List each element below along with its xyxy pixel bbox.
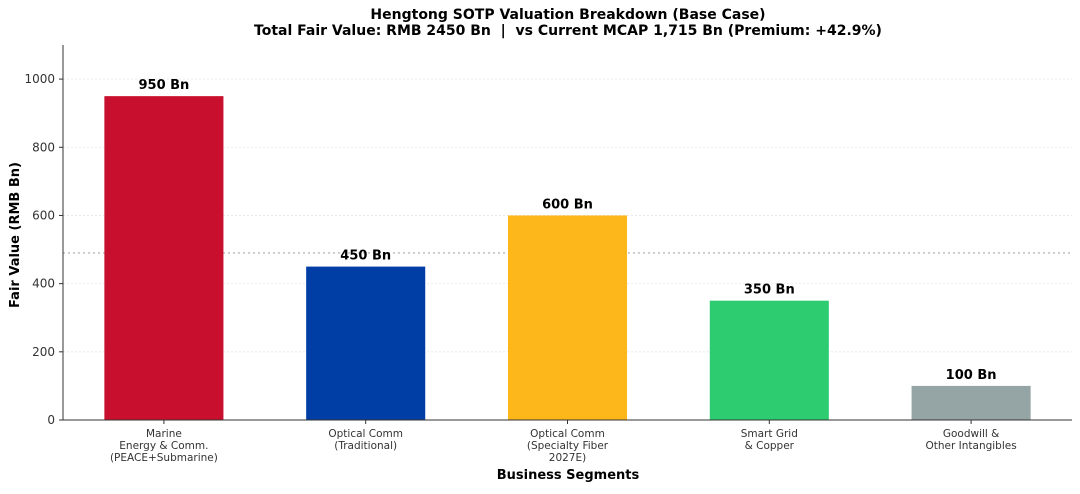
x-tick-label: Marine Energy & Comm. (PEACE+Submarine): [110, 428, 218, 464]
x-axis-ticks: Marine Energy & Comm. (PEACE+Submarine) Opt…: [110, 420, 1017, 464]
bars: [104, 96, 1031, 421]
chart-title: Hengtong SOTP Valuation Breakdown (Base …: [370, 7, 765, 23]
y-tick-label: 200: [32, 345, 55, 359]
data-label: 950 Bn: [138, 78, 189, 93]
bar: [507, 215, 628, 420]
bar: [306, 266, 426, 420]
x-axis-label: Business Segments: [497, 468, 640, 483]
y-axis-label: Fair Value (RMB Bn): [8, 162, 23, 308]
x-tick-label: Optical Comm (Traditional): [328, 428, 403, 452]
y-tick-label: 0: [47, 413, 55, 427]
y-tick-label: 600: [32, 208, 55, 222]
x-tick-label: Smart Grid & Copper: [741, 428, 798, 452]
x-tick-label: Optical Comm (Specialty Fiber 2027E): [527, 428, 609, 464]
bar: [104, 96, 224, 421]
y-tick-label: 400: [32, 277, 55, 291]
chart-subtitle: Total Fair Value: RMB 2450 Bn | vs Curre…: [254, 23, 882, 39]
x-tick-label: Goodwill & Other Intangibles: [925, 428, 1016, 452]
y-tick-label: 1000: [24, 72, 55, 86]
data-label: 350 Bn: [744, 283, 795, 298]
data-label: 600 Bn: [542, 197, 593, 212]
bar: [911, 385, 1031, 420]
data-labels: 950 Bn 450 Bn 600 Bn 350 Bn 100 Bn: [138, 78, 996, 383]
data-label: 100 Bn: [946, 368, 997, 383]
y-tick-label: 800: [32, 140, 55, 154]
bar: [709, 300, 829, 420]
y-axis-ticks: 0 200 400 600 800 1000: [24, 72, 63, 427]
data-label: 450 Bn: [340, 249, 391, 264]
